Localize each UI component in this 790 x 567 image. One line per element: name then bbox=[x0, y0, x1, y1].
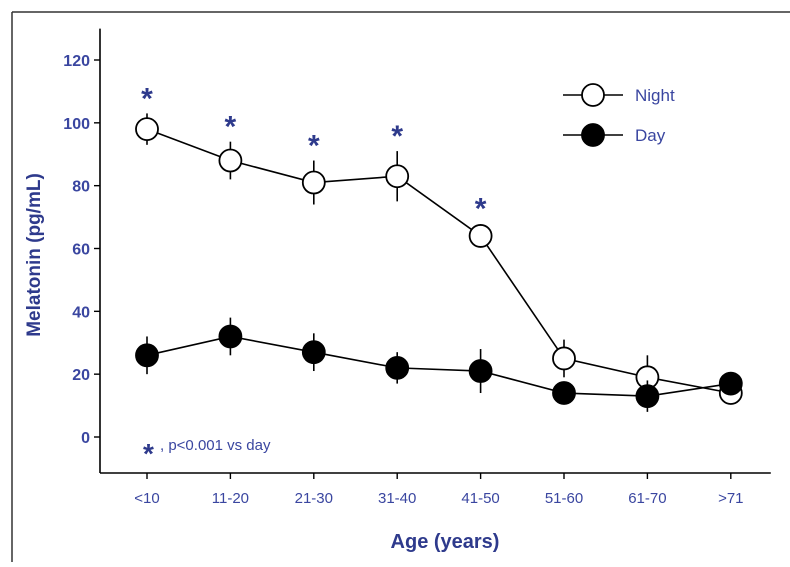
significance-note-asterisk: * bbox=[143, 438, 154, 469]
x-axis-ticks: <10 11-20 21-30 31-40 41-50 51-60 61-70 >71 bbox=[134, 473, 744, 507]
y-axis-ticks: 0 20 40 60 80 100 120 bbox=[63, 53, 100, 447]
data-point bbox=[218, 324, 243, 349]
data-point bbox=[385, 164, 410, 189]
data-point bbox=[301, 340, 326, 365]
legend-item-night: Night bbox=[563, 83, 675, 107]
series-layer: * * * * * bbox=[135, 82, 743, 412]
x-axis-label: Age (years) bbox=[391, 531, 500, 553]
x-tick-label: <10 bbox=[134, 490, 159, 507]
legend-label: Day bbox=[635, 126, 666, 145]
legend-marker bbox=[581, 123, 605, 147]
y-tick-label: 20 bbox=[72, 367, 90, 384]
data-point bbox=[552, 346, 576, 371]
series-day bbox=[135, 317, 743, 412]
y-axis-label: Melatonin (pg/mL) bbox=[24, 173, 45, 337]
data-point bbox=[218, 148, 243, 173]
significance-note-text: , p<0.001 vs day bbox=[160, 437, 271, 454]
y-tick-label: 40 bbox=[72, 304, 90, 321]
significance-asterisk: * bbox=[141, 82, 153, 115]
data-point bbox=[635, 384, 660, 409]
y-tick-label: 0 bbox=[81, 430, 90, 447]
x-tick-label: 61-70 bbox=[628, 490, 666, 507]
x-tick-label: 11-20 bbox=[212, 490, 249, 507]
series-line bbox=[146, 335, 731, 397]
data-point bbox=[552, 381, 576, 405]
data-point bbox=[468, 224, 493, 248]
axes bbox=[99, 28, 771, 474]
significance-asterisk: * bbox=[391, 120, 403, 153]
data-point bbox=[135, 343, 159, 368]
legend: Night Day bbox=[563, 83, 675, 147]
data-point bbox=[135, 117, 159, 142]
x-tick-label: 51-60 bbox=[545, 490, 583, 507]
significance-asterisk: * bbox=[475, 192, 487, 225]
legend-marker bbox=[581, 83, 605, 107]
y-tick-label: 120 bbox=[63, 53, 90, 70]
data-point bbox=[301, 170, 326, 195]
x-tick-label: 31-40 bbox=[378, 490, 416, 507]
x-tick-label: 41-50 bbox=[461, 490, 499, 507]
legend-item-day: Day bbox=[563, 123, 666, 147]
y-tick-label: 80 bbox=[72, 179, 90, 196]
x-tick-label: >71 bbox=[718, 490, 743, 507]
data-point bbox=[385, 355, 410, 380]
significance-asterisk: * bbox=[308, 130, 320, 163]
data-point bbox=[468, 359, 493, 383]
significance-asterisk: * bbox=[225, 111, 237, 144]
significance-note: * , p<0.001 vs day bbox=[143, 437, 271, 469]
series-line bbox=[146, 128, 731, 394]
data-point bbox=[718, 371, 743, 396]
legend-label: Night bbox=[635, 86, 675, 105]
y-tick-label: 60 bbox=[72, 242, 90, 259]
y-tick-label: 100 bbox=[63, 116, 90, 133]
x-tick-label: 21-30 bbox=[295, 490, 333, 507]
